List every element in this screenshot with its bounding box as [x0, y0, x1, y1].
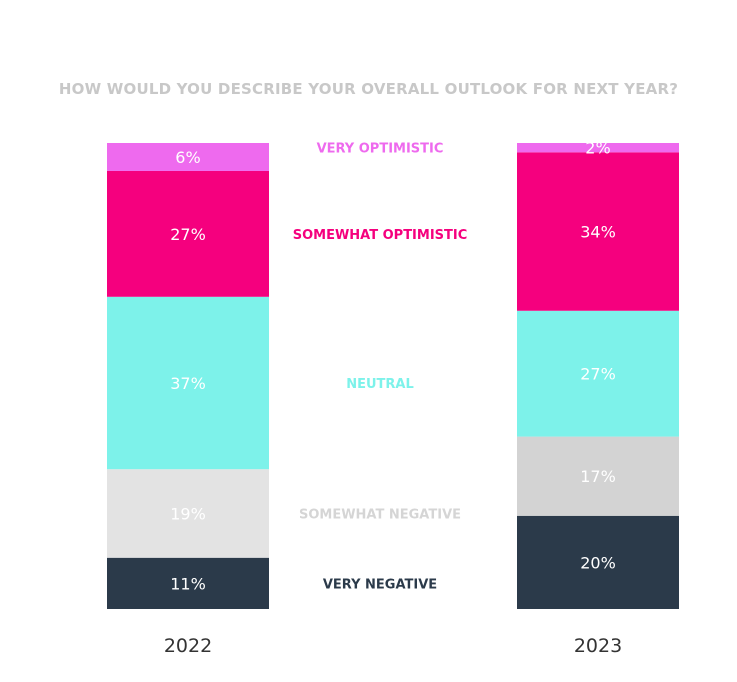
- bar-somewhat-optimistic-2023: [517, 152, 679, 311]
- category-label-2022: 2022: [164, 635, 212, 657]
- legend-label-neutral: NEUTRAL: [346, 377, 414, 392]
- data-label-somewhat-negative-2022: 19%: [170, 504, 206, 523]
- legend-label-very-negative: VERY NEGATIVE: [323, 577, 437, 592]
- legend-label-somewhat-negative: SOMEWHAT NEGATIVE: [299, 507, 461, 522]
- bar-neutral-2023: [517, 310, 679, 437]
- legend-label-somewhat-optimistic: SOMEWHAT OPTIMISTIC: [293, 228, 468, 243]
- data-label-very-negative-2022: 11%: [170, 574, 206, 593]
- bar-somewhat-negative-2023: [517, 436, 679, 516]
- data-label-somewhat-negative-2023: 17%: [580, 467, 616, 486]
- data-label-very-negative-2023: 20%: [580, 553, 616, 572]
- bar-somewhat-negative-2022: [107, 469, 269, 558]
- data-label-somewhat-optimistic-2023: 34%: [580, 223, 616, 242]
- legend-label-very-optimistic: VERY OPTIMISTIC: [317, 142, 444, 157]
- bar-very-optimistic-2022: [107, 143, 269, 171]
- bar-somewhat-optimistic-2022: [107, 170, 269, 297]
- bar-neutral-2022: [107, 296, 269, 470]
- data-label-neutral-2022: 37%: [170, 374, 206, 393]
- data-label-neutral-2023: 27%: [580, 365, 616, 384]
- data-label-somewhat-optimistic-2022: 27%: [170, 225, 206, 244]
- bar-very-negative-2022: [107, 557, 269, 609]
- category-label-2023: 2023: [574, 635, 622, 657]
- chart-title: HOW WOULD YOU DESCRIBE YOUR OVERALL OUTL…: [58, 80, 679, 98]
- bar-very-negative-2023: [517, 515, 679, 609]
- data-label-very-optimistic-2022: 6%: [175, 148, 200, 167]
- bar-very-optimistic-2023: [517, 143, 679, 153]
- data-label-very-optimistic-2023: 2%: [585, 139, 610, 158]
